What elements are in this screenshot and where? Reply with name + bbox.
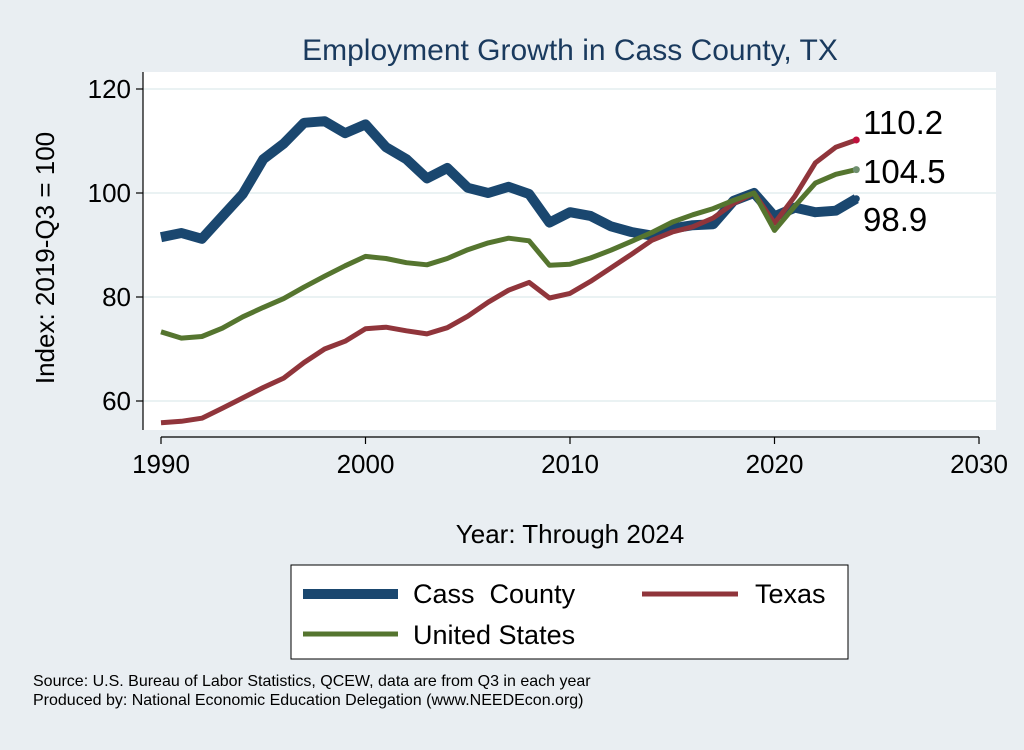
legend: Cass County Texas United States	[290, 564, 849, 660]
x-tick-label: 2030	[950, 449, 1008, 479]
y-tick-label: 120	[88, 74, 131, 104]
y-axis-label: Index: 2019-Q3 = 100	[30, 132, 60, 384]
plot-area	[143, 72, 996, 430]
end-labels: 98.9 110.2 104.5	[852, 104, 946, 238]
y-tick-label: 80	[102, 282, 131, 312]
legend-label-united-states: United States	[413, 620, 575, 650]
source-note: Source: U.S. Bureau of Labor Statistics,…	[33, 672, 591, 710]
legend-label-texas: Texas	[755, 579, 826, 609]
x-axis-label: Year: Through 2024	[456, 519, 684, 549]
end-marker	[852, 136, 860, 144]
x-tick-label: 1990	[132, 449, 190, 479]
end-marker	[852, 166, 860, 174]
series-lines	[159, 116, 859, 426]
legend-box	[290, 564, 849, 660]
end-value-label: 104.5	[863, 153, 946, 190]
legend-label-cass-county: Cass County	[413, 579, 576, 609]
y-tick-label: 100	[88, 178, 131, 208]
axes: 60 80 100 120 1990 2000 2010 2020 2030	[88, 72, 1008, 479]
y-tick-label: 60	[102, 386, 131, 416]
chart-title: Employment Growth in Cass County, TX	[302, 34, 838, 67]
end-value-label: 110.2	[863, 104, 943, 141]
end-marker	[852, 195, 860, 203]
x-tick-label: 2000	[337, 449, 395, 479]
end-value-label: 98.9	[863, 201, 927, 238]
series-line-united-states	[160, 167, 857, 341]
x-tick-label: 2020	[746, 449, 804, 479]
producer-line: Produced by: National Economic Education…	[33, 692, 584, 709]
x-tick-label: 2010	[541, 449, 599, 479]
source-line: Source: U.S. Bureau of Labor Statistics,…	[33, 673, 591, 690]
